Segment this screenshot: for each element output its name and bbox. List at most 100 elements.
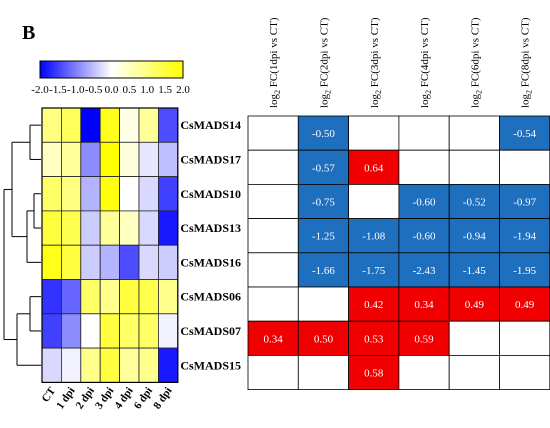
- fc-column-header: log2 FC(3dpi vs CT): [369, 17, 383, 108]
- colorbar-tick-label: -2.0: [31, 84, 49, 96]
- gene-label: CsMADS13: [180, 221, 241, 235]
- fc-cell: [348, 115, 400, 151]
- fc-cell: [348, 149, 400, 185]
- heatmap-cell: [61, 107, 82, 143]
- heatmap: [41, 107, 179, 383]
- fc-value: -1.94: [513, 231, 536, 243]
- heatmap-cell: [138, 141, 159, 178]
- fc-cell: [247, 320, 299, 356]
- fc-cell: [297, 115, 349, 151]
- fc-value: -0.94: [463, 231, 486, 243]
- fc-value: -1.25: [312, 231, 335, 243]
- fc-cell: [297, 252, 349, 288]
- fc-cell: [297, 354, 349, 390]
- heatmap-cell: [138, 313, 159, 349]
- heatmap-cell: [99, 141, 120, 178]
- heatmap-cell: [61, 244, 82, 280]
- fc-value: 0.34: [264, 333, 284, 345]
- fc-value: -2.43: [413, 265, 436, 277]
- fc-cell: [247, 286, 299, 322]
- fc-value: 0.34: [414, 299, 434, 311]
- panel-label: B: [22, 22, 36, 44]
- heatmap-cell: [41, 107, 62, 143]
- fc-cell: [448, 149, 500, 185]
- fc-cell: [398, 320, 450, 356]
- heatmap-cell: [99, 347, 120, 383]
- heatmap-cell: [41, 176, 62, 212]
- heatmap-cell: [157, 313, 179, 349]
- heatmap-cell: [138, 347, 159, 383]
- fc-value: -1.75: [362, 265, 385, 277]
- fc-cell: [247, 149, 299, 185]
- time-point-label: 3 dpi: [93, 385, 116, 411]
- fc-column-header: log2 FC(8dpi vs CT): [520, 17, 534, 108]
- fold-change-table: -0.50 -0.54 -0.57 0.64 -0.75 -0.60 -0.52 -0.97 -…: [247, 115, 550, 390]
- heatmap-cell: [41, 210, 62, 246]
- heatmap-cell: [41, 313, 62, 349]
- fc-cell: [448, 354, 500, 390]
- fc-cell: [448, 320, 500, 356]
- fc-cell: [448, 115, 500, 151]
- fc-value: -0.52: [463, 197, 486, 209]
- fc-cell: [348, 252, 400, 288]
- fc-value: 0.50: [314, 333, 334, 345]
- fc-column-header: log2 FC(4dpi vs CT): [419, 17, 433, 108]
- fc-value: -1.66: [312, 265, 335, 277]
- heatmap-cell: [157, 347, 179, 383]
- heatmap-cell: [157, 141, 179, 178]
- time-point-label: 2 dpi: [74, 385, 97, 411]
- heatmap-cell: [61, 279, 82, 315]
- fc-cell: [398, 286, 450, 322]
- fc-cell: [448, 183, 500, 219]
- heatmap-cell: [61, 176, 82, 212]
- fc-cell: [247, 218, 299, 254]
- heatmap-cell: [119, 107, 140, 143]
- colorbar-tick-label: 0.0: [105, 84, 119, 96]
- heatmap-cell: [80, 244, 101, 280]
- colorbar-tick-label: 0.5: [123, 84, 137, 96]
- heatmap-cell: [119, 244, 140, 280]
- time-point-label: 8 dpi: [151, 385, 174, 411]
- fc-cell: [247, 115, 299, 151]
- heatmap-cell: [80, 313, 101, 349]
- fc-cell: [499, 149, 550, 185]
- heatmap-cell: [119, 176, 140, 212]
- fc-column-header: log2 FC(2dpi vs CT): [318, 17, 332, 108]
- fc-value: -0.57: [312, 162, 335, 174]
- fc-cell: [348, 286, 400, 322]
- heatmap-cell: [99, 313, 120, 349]
- time-point-label: 1 dpi: [54, 385, 77, 411]
- fc-value: -0.50: [312, 128, 335, 140]
- heatmap-cell: [157, 176, 179, 212]
- time-point-label: 4 dpi: [112, 385, 135, 411]
- heatmap-cell: [61, 313, 82, 349]
- heatmap-cell: [80, 347, 101, 383]
- heatmap-cell: [157, 244, 179, 280]
- heatmap-cell: [119, 210, 140, 246]
- heatmap-cell: [99, 210, 120, 246]
- heatmap-cell: [157, 279, 179, 315]
- colorbar-tick-label: 1.0: [140, 84, 154, 96]
- heatmap-cell: [157, 107, 179, 143]
- heatmap-cell: [119, 279, 140, 315]
- heatmap-cell: [99, 176, 120, 212]
- fc-cell: [499, 218, 550, 254]
- colorbar-tick-label: -0.5: [85, 84, 103, 96]
- heatmap-cell: [61, 141, 82, 178]
- fc-value: 0.64: [364, 162, 384, 174]
- heatmap-cell: [157, 210, 179, 246]
- heatmap-cell: [119, 313, 140, 349]
- fc-value: 0.42: [364, 299, 383, 311]
- heatmap-cell: [99, 279, 120, 315]
- fc-cell: [247, 183, 299, 219]
- heatmap-cell: [41, 347, 62, 383]
- fc-value: 0.58: [364, 368, 384, 380]
- fc-cell: [448, 286, 500, 322]
- heatmap-cell: [138, 210, 159, 246]
- heatmap-cell: [61, 347, 82, 383]
- fc-cell: [398, 115, 450, 151]
- fc-cell: [297, 183, 349, 219]
- gene-label: CsMADS14: [180, 118, 241, 132]
